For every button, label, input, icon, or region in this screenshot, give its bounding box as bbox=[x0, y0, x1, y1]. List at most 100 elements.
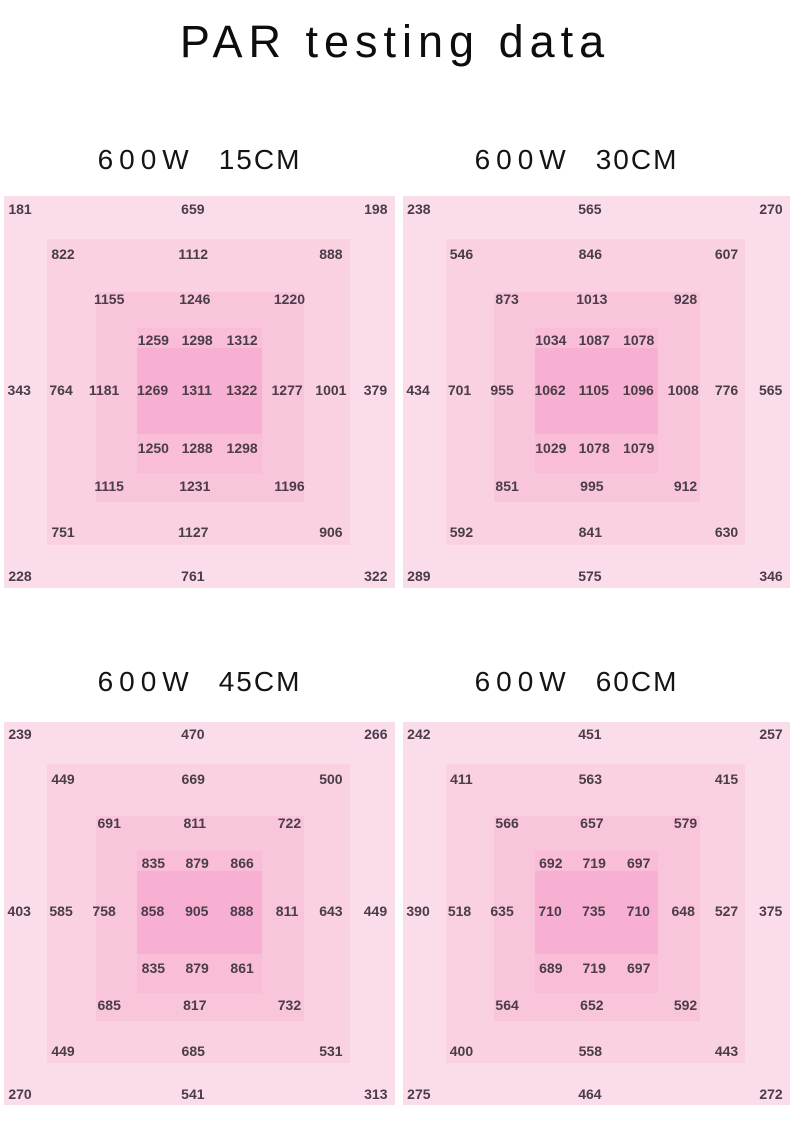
par-value: 565 bbox=[758, 381, 783, 398]
par-value: 811 bbox=[183, 814, 207, 831]
distance-label: 30CM bbox=[595, 144, 679, 175]
par-value: 888 bbox=[230, 903, 254, 920]
par-value: 566 bbox=[495, 814, 519, 831]
par-value: 1181 bbox=[88, 381, 120, 398]
par-value: 403 bbox=[7, 903, 31, 920]
par-value: 764 bbox=[49, 381, 73, 398]
par-value: 592 bbox=[449, 524, 474, 541]
par-value: 564 bbox=[495, 997, 519, 1014]
par-value: 449 bbox=[363, 903, 388, 920]
par-value: 846 bbox=[578, 246, 602, 263]
par-value: 835 bbox=[141, 854, 166, 871]
par-value: 1311 bbox=[181, 381, 212, 398]
par-value: 449 bbox=[51, 770, 75, 787]
par-value: 822 bbox=[51, 246, 75, 263]
par-value: 558 bbox=[578, 1042, 602, 1059]
par-value: 912 bbox=[673, 477, 698, 494]
par-value: 697 bbox=[626, 854, 651, 871]
par-value: 270 bbox=[759, 200, 783, 217]
panel-title-15cm: 600W 15CM bbox=[4, 144, 395, 176]
par-value: 761 bbox=[181, 568, 205, 585]
par-value: 443 bbox=[714, 1042, 739, 1059]
par-value: 652 bbox=[580, 997, 604, 1014]
par-value: 272 bbox=[759, 1085, 783, 1102]
par-value: 858 bbox=[140, 903, 165, 920]
par-value: 289 bbox=[407, 568, 431, 585]
par-value: 710 bbox=[538, 903, 562, 920]
par-value: 710 bbox=[626, 903, 650, 920]
par-value: 1078 bbox=[623, 332, 655, 349]
par-value: 1246 bbox=[179, 291, 211, 308]
par-value: 390 bbox=[406, 903, 430, 920]
par-value: 873 bbox=[495, 291, 519, 308]
par-value: 585 bbox=[49, 903, 73, 920]
par-value: 817 bbox=[183, 997, 207, 1014]
par-value: 697 bbox=[626, 959, 651, 976]
par-value: 238 bbox=[407, 200, 431, 217]
par-value: 322 bbox=[364, 568, 388, 585]
par-value: 1079 bbox=[623, 439, 655, 456]
par-value: 851 bbox=[495, 477, 519, 494]
heatmap-600w-15cm: 181 659 198 822 1112 888 1155 1246 1220 1259 1298 1… bbox=[4, 196, 395, 588]
par-value: 732 bbox=[277, 997, 302, 1014]
par-value: 1008 bbox=[667, 381, 699, 398]
distance-label: 15CM bbox=[218, 144, 302, 175]
par-value: 242 bbox=[407, 726, 431, 743]
par-value: 464 bbox=[578, 1085, 602, 1102]
par-value: 1029 bbox=[535, 439, 567, 456]
par-value: 692 bbox=[539, 854, 563, 871]
par-value: 1277 bbox=[271, 381, 303, 398]
par-value: 270 bbox=[8, 1085, 32, 1102]
par-value: 228 bbox=[8, 568, 32, 585]
par-value: 861 bbox=[230, 959, 254, 976]
par-value: 841 bbox=[578, 524, 602, 541]
par-value: 607 bbox=[714, 246, 739, 263]
par-value: 905 bbox=[185, 903, 209, 920]
par-value: 1322 bbox=[226, 381, 258, 398]
par-value: 1220 bbox=[273, 291, 305, 308]
par-value: 1096 bbox=[622, 381, 654, 398]
par-value: 1196 bbox=[274, 477, 305, 494]
par-value: 346 bbox=[759, 568, 783, 585]
par-value: 198 bbox=[364, 200, 388, 217]
heatmap-600w-30cm: 238 565 270 546 846 607 873 1013 928 1034 1087 1078… bbox=[403, 196, 790, 588]
heat-ring5 bbox=[534, 870, 659, 955]
par-value: 955 bbox=[490, 381, 514, 398]
par-value: 995 bbox=[580, 477, 604, 494]
par-value: 1127 bbox=[178, 524, 209, 541]
par-value: 1259 bbox=[137, 332, 169, 349]
par-value: 434 bbox=[406, 381, 430, 398]
par-value: 379 bbox=[363, 381, 388, 398]
par-value: 685 bbox=[181, 1042, 205, 1059]
par-value: 1105 bbox=[578, 381, 609, 398]
power-label: 600W bbox=[97, 144, 195, 175]
par-value: 1269 bbox=[137, 381, 169, 398]
par-value: 928 bbox=[673, 291, 698, 308]
panel-title-30cm: 600W 30CM bbox=[383, 144, 770, 176]
par-value: 701 bbox=[447, 381, 472, 398]
par-value: 866 bbox=[230, 854, 254, 871]
par-value: 659 bbox=[181, 200, 205, 217]
par-value: 546 bbox=[449, 246, 474, 263]
par-value: 776 bbox=[714, 381, 739, 398]
par-value: 888 bbox=[319, 246, 343, 263]
par-value: 906 bbox=[319, 524, 343, 541]
par-value: 835 bbox=[141, 959, 166, 976]
par-value: 313 bbox=[364, 1085, 388, 1102]
par-value: 1001 bbox=[315, 381, 347, 398]
power-label: 600W bbox=[474, 144, 572, 175]
par-value: 1288 bbox=[181, 439, 213, 456]
heat-ring5 bbox=[136, 870, 263, 955]
par-value: 630 bbox=[714, 524, 739, 541]
par-value: 657 bbox=[580, 814, 604, 831]
power-label: 600W bbox=[474, 666, 572, 697]
par-value: 1115 bbox=[94, 477, 124, 494]
par-value: 1112 bbox=[178, 246, 209, 263]
par-value: 1231 bbox=[179, 477, 211, 494]
par-value: 635 bbox=[490, 903, 514, 920]
par-value: 879 bbox=[185, 959, 209, 976]
heat-ring5 bbox=[534, 348, 659, 434]
par-value: 449 bbox=[51, 1042, 75, 1059]
power-label: 600W bbox=[97, 666, 195, 697]
